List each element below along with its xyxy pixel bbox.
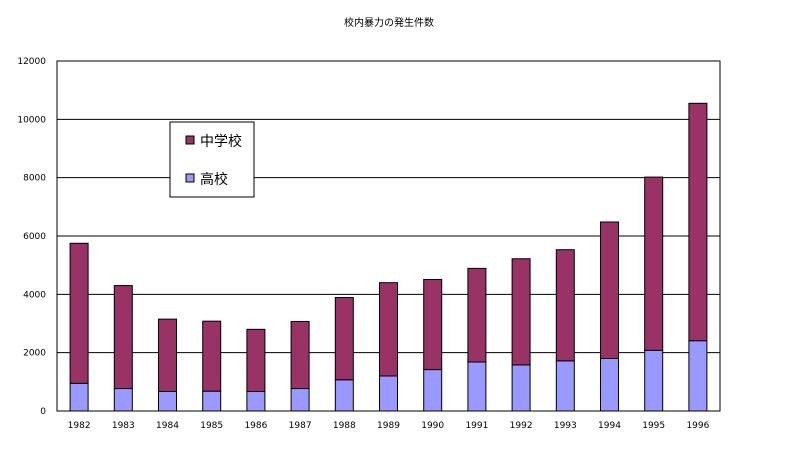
bar-junior-high-1982 bbox=[69, 242, 89, 384]
bar-junior-high-1987 bbox=[290, 320, 310, 390]
bar-junior-high-1989 bbox=[379, 282, 398, 377]
bar-high-school-1983 bbox=[113, 388, 133, 412]
bar-high-school-1988 bbox=[334, 379, 354, 412]
bar-high-school-1991 bbox=[467, 361, 487, 412]
plot-area-border bbox=[56, 60, 721, 412]
bar-high-school-1986 bbox=[246, 390, 266, 412]
x-axis-ticks: 1982 1983 1984 1985 1986 1987 1988 1989 1990 1991… bbox=[68, 421, 710, 431]
bar-junior-high-1994 bbox=[600, 221, 619, 359]
x-tick-label: 1991 bbox=[465, 421, 488, 431]
x-tick-label: 1985 bbox=[200, 421, 223, 431]
y-tick-label: 0 bbox=[40, 407, 46, 417]
bar-high-school-1992 bbox=[511, 364, 531, 412]
y-tick-label: 8000 bbox=[23, 174, 46, 184]
x-tick-label: 1992 bbox=[510, 421, 533, 431]
y-tick-label: 12000 bbox=[17, 57, 46, 67]
bar-junior-high-1991 bbox=[467, 267, 487, 363]
y-tick-label: 2000 bbox=[23, 349, 46, 359]
bar-junior-high-1993 bbox=[555, 249, 575, 362]
chart-title: 校内暴力の発生件数 bbox=[344, 16, 434, 29]
x-tick-label: 1984 bbox=[156, 421, 179, 431]
bar-junior-high-1986 bbox=[246, 328, 266, 392]
bar-high-school-1982 bbox=[69, 382, 89, 412]
y-tick-label: 10000 bbox=[17, 115, 46, 125]
bar-junior-high-1992 bbox=[511, 258, 531, 366]
x-tick-label: 1988 bbox=[333, 421, 356, 431]
x-tick-label: 1990 bbox=[421, 421, 444, 431]
x-tick-label: 1994 bbox=[598, 421, 621, 431]
bar-high-school-1990 bbox=[423, 369, 443, 412]
y-tick-label: 6000 bbox=[23, 232, 46, 242]
bar-junior-high-1985 bbox=[202, 320, 222, 392]
y-tick-label: 4000 bbox=[23, 290, 46, 300]
bars bbox=[69, 102, 708, 412]
bar-high-school-1993 bbox=[555, 360, 575, 412]
bar-high-school-1995 bbox=[644, 349, 664, 412]
legend-label: 中学校 bbox=[200, 133, 242, 150]
bar-junior-high-1983 bbox=[113, 285, 133, 390]
x-tick-label: 1995 bbox=[642, 421, 665, 431]
bar-junior-high-1996 bbox=[688, 102, 708, 342]
bar-junior-high-1990 bbox=[423, 278, 443, 371]
x-tick-label: 1987 bbox=[289, 421, 312, 431]
legend-swatch bbox=[185, 135, 195, 145]
legend-swatch bbox=[185, 173, 195, 183]
x-tick-label: 1993 bbox=[554, 421, 577, 431]
x-tick-label: 1996 bbox=[686, 421, 709, 431]
bar-high-school-1987 bbox=[290, 388, 310, 412]
legend-box bbox=[169, 121, 255, 198]
x-tick-label: 1983 bbox=[112, 421, 135, 431]
bar-high-school-1985 bbox=[202, 390, 222, 412]
x-tick-label: 1986 bbox=[244, 421, 267, 431]
bar-high-school-1994 bbox=[600, 358, 619, 412]
bar-high-school-1984 bbox=[158, 390, 177, 412]
bar-junior-high-1984 bbox=[158, 318, 177, 392]
x-tick-label: 1989 bbox=[377, 421, 400, 431]
bar-junior-high-1995 bbox=[644, 176, 664, 351]
legend-label: 高校 bbox=[200, 171, 228, 188]
y-axis-ticks: 0 2000 4000 6000 8000 10000 12000 bbox=[17, 57, 46, 417]
bar-high-school-1989 bbox=[379, 375, 398, 412]
bar-junior-high-1988 bbox=[334, 297, 354, 381]
x-tick-label: 1982 bbox=[68, 421, 91, 431]
bar-high-school-1996 bbox=[688, 340, 708, 412]
